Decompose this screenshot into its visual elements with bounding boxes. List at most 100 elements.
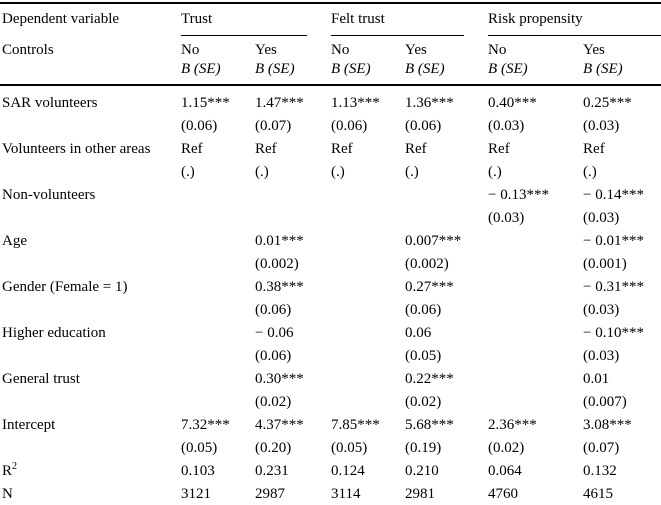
stat-value-cell: 0.210: [405, 463, 439, 479]
group-trust-label: Trust: [181, 11, 308, 36]
stat-row-label: N: [0, 483, 181, 505]
coef-cell: [255, 184, 331, 207]
stat-label: B (SE): [255, 61, 295, 77]
se-cell: [331, 345, 405, 368]
row-label: Gender (Female = 1): [2, 279, 128, 295]
subheader-risk-yes: Yes B (SE): [583, 36, 661, 85]
table-row-coef: Higher education − 0.06 0.06 − 0.10***: [0, 322, 661, 345]
row-label: Non-volunteers: [2, 187, 96, 203]
coef-cell: 1.15***: [181, 95, 230, 111]
coef-cell: Ref: [255, 141, 277, 157]
subheader-trust-yes: Yes B (SE): [255, 36, 331, 85]
se-cell: (0.001): [583, 256, 627, 272]
coef-cell: [488, 368, 583, 391]
table-header: Dependent variable Trust Felt trust Risk…: [0, 3, 661, 85]
control-option: Yes: [405, 42, 427, 58]
se-cell: (.): [488, 164, 502, 180]
stat-value-cell: 2981: [405, 486, 436, 502]
se-cell: (0.06): [181, 118, 218, 134]
coef-cell: 5.68***: [405, 417, 454, 433]
coef-cell: 1.36***: [405, 95, 454, 111]
coef-cell: − 0.13***: [488, 187, 549, 203]
se-cell: (0.06): [255, 348, 292, 364]
control-option: No: [331, 42, 350, 58]
table-row-se: (0.02) (0.02) (0.007): [0, 391, 661, 414]
se-cell: (0.05): [181, 440, 218, 456]
se-cell: (0.03): [583, 302, 620, 318]
table-row-se: (0.03) (0.03): [0, 207, 661, 230]
row-label-spacer: [0, 345, 181, 368]
coef-cell: − 0.10***: [583, 325, 644, 341]
control-option: No: [488, 42, 507, 58]
coef-cell: [488, 230, 583, 253]
stat-value-cell: 2987: [255, 486, 285, 502]
coef-cell: 1.13***: [331, 95, 380, 111]
stat-label: B (SE): [488, 61, 528, 77]
table-row-coef: Non-volunteers − 0.13*** − 0.14***: [0, 184, 661, 207]
row-label: Higher education: [2, 325, 106, 341]
row-label: Volunteers in other areas: [2, 141, 151, 157]
header-row-controls: Controls No B (SE) Yes B (SE) No B (SE) …: [0, 36, 661, 85]
coef-cell: 3.08***: [583, 417, 632, 433]
se-cell: [488, 253, 583, 276]
coef-cell: [405, 184, 488, 207]
se-cell: (.): [405, 164, 419, 180]
row-label-spacer: [0, 437, 181, 460]
table-row-coef: Volunteers in other areas Ref Ref Ref Ref Ref…: [0, 138, 661, 161]
control-option: Yes: [583, 42, 605, 58]
table-row-se: (0.002) (0.002) (0.001): [0, 253, 661, 276]
coef-cell: [181, 368, 255, 391]
row-label-spacer: [0, 161, 181, 184]
table-row-coef: SAR volunteers 1.15*** 1.47*** 1.13*** 1.36*…: [0, 85, 661, 115]
coef-cell: [181, 230, 255, 253]
coef-cell: [181, 184, 255, 207]
se-cell: (0.03): [583, 118, 620, 134]
coef-cell: 0.25***: [583, 95, 632, 111]
coef-cell: 0.30***: [255, 371, 304, 387]
row-label-spacer: [0, 207, 181, 230]
coef-cell: [181, 322, 255, 345]
table-row-se: (0.06) (0.07) (0.06) (0.06) (0.03) (0.03): [0, 115, 661, 138]
se-cell: (.): [181, 164, 195, 180]
stat-row-label: R2: [0, 460, 181, 483]
se-cell: (0.20): [255, 440, 292, 456]
row-label-spacer: [0, 299, 181, 322]
group-felt-trust-label: Felt trust: [331, 11, 465, 36]
stat-row-label-main: R: [2, 463, 13, 479]
group-header-trust: Trust: [181, 3, 331, 36]
se-cell: (0.002): [405, 256, 449, 272]
stat-row-label-main: N: [2, 486, 13, 502]
group-header-felt-trust: Felt trust: [331, 3, 488, 36]
coef-cell: 0.007***: [405, 233, 462, 249]
coef-cell: − 0.06: [255, 325, 294, 341]
table-row-stat: R2 0.103 0.231 0.124 0.210 0.064 0.132: [0, 460, 661, 483]
row-label: Age: [2, 233, 27, 249]
coef-cell: 0.38***: [255, 279, 304, 295]
stat-value-cell: 0.103: [181, 463, 215, 479]
coef-cell: Ref: [488, 141, 510, 157]
table-row-se: (0.06) (0.05) (0.03): [0, 345, 661, 368]
se-cell: [181, 345, 255, 368]
table-row-coef: General trust 0.30*** 0.22*** 0.01: [0, 368, 661, 391]
coef-cell: 0.40***: [488, 95, 537, 111]
se-cell: (0.007): [583, 394, 627, 410]
coef-cell: 1.47***: [255, 95, 304, 111]
se-cell: (0.05): [405, 348, 442, 364]
table-row-se: (0.06) (0.06) (0.03): [0, 299, 661, 322]
stat-row-label-sup: 2: [12, 461, 18, 472]
header-row-groups: Dependent variable Trust Felt trust Risk…: [0, 3, 661, 36]
table-row-coef: Age 0.01*** 0.007*** − 0.01***: [0, 230, 661, 253]
coef-cell: − 0.01***: [583, 233, 644, 249]
se-cell: [488, 299, 583, 322]
se-cell: (0.02): [255, 394, 292, 410]
control-option: No: [181, 42, 200, 58]
group-header-risk-propensity: Risk propensity: [488, 3, 661, 36]
se-cell: (.): [331, 164, 345, 180]
se-cell: [331, 299, 405, 322]
se-cell: (.): [255, 164, 269, 180]
se-cell: (0.06): [331, 118, 368, 134]
coef-cell: 7.85***: [331, 417, 380, 433]
coef-cell: Ref: [181, 141, 203, 157]
se-cell: [331, 391, 405, 414]
